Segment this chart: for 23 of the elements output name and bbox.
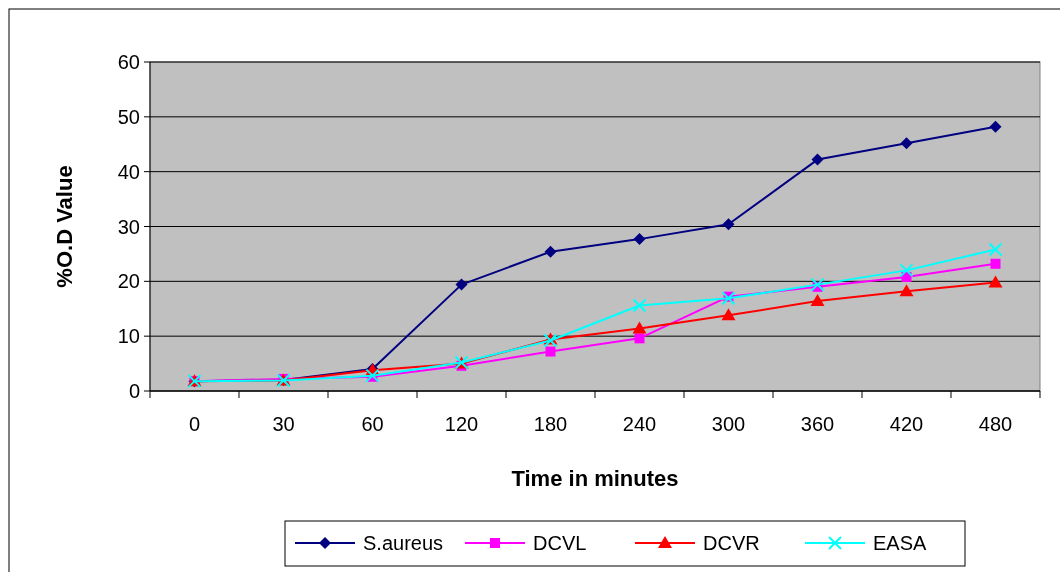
x-tick-label: 360: [800, 413, 835, 435]
legend-label: DCVL: [533, 532, 587, 554]
x-tick-label: 240: [622, 413, 657, 435]
y-tick-label: 40: [117, 160, 140, 183]
x-tick-label: 60: [361, 413, 384, 435]
y-tick-label: 30: [117, 215, 140, 238]
y-tick-label: 0: [128, 380, 140, 402]
y-tick-label: 50: [117, 105, 140, 128]
x-tick-label: 300: [711, 413, 746, 435]
legend-label: EASA: [873, 532, 928, 554]
x-tick-label: 0: [188, 413, 201, 435]
y-axis-title: %O.D Value: [52, 165, 77, 288]
x-tick-label: 30: [272, 413, 295, 435]
x-axis-title: Time in minutes: [511, 466, 679, 491]
y-tick-label: 20: [117, 270, 140, 293]
y-tick-label: 10: [117, 325, 140, 348]
x-tick-label: 480: [978, 413, 1013, 435]
y-tick-label: 60: [117, 51, 140, 73]
legend-label: S.aureus: [363, 532, 444, 554]
x-tick-label: 120: [444, 413, 479, 435]
legend-label: DCVR: [703, 532, 760, 554]
x-tick-label: 420: [889, 413, 924, 435]
x-tick-label: 180: [533, 413, 568, 435]
